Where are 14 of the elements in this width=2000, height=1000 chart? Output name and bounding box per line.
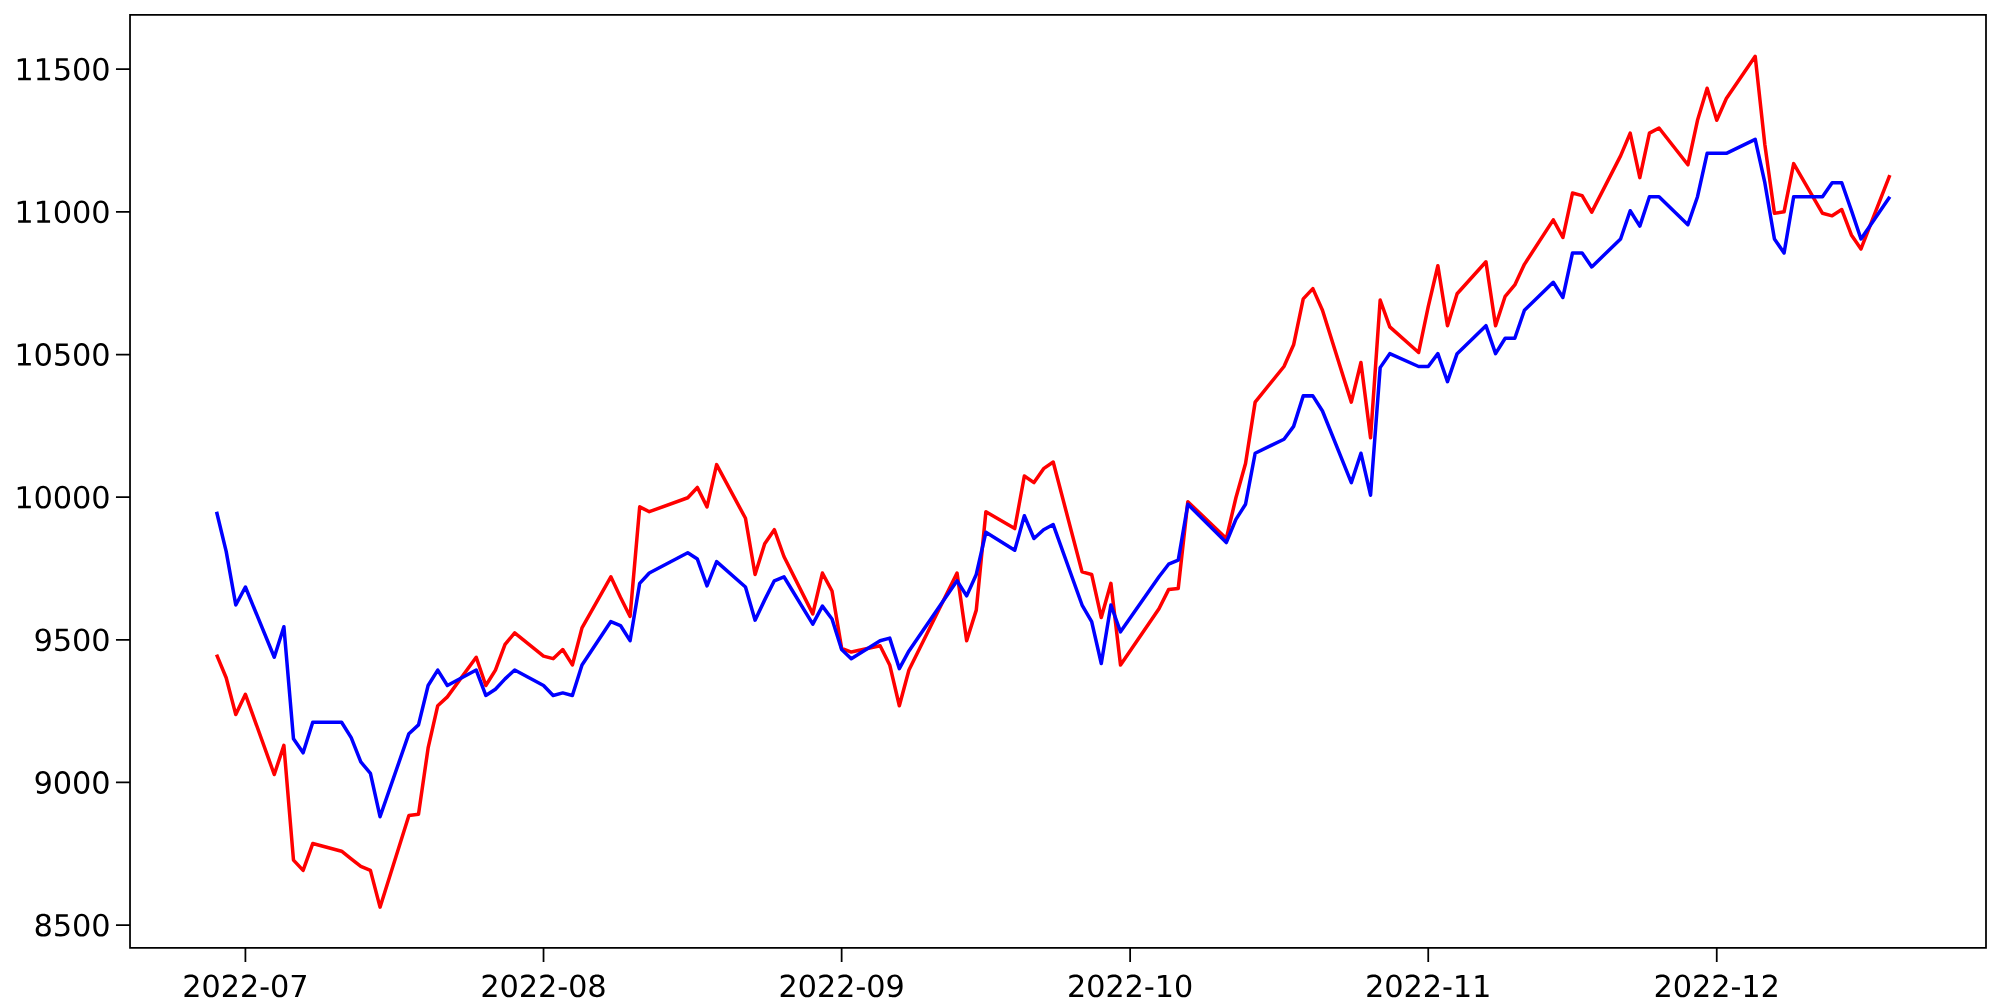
y-tick-label: 8500 (35, 913, 109, 937)
y-tick-label: 9500 (35, 628, 109, 652)
y-tick-label: 10500 (17, 343, 109, 366)
x-tick-label: 2022-10 (1069, 974, 1192, 998)
x-tick-label: 2022-09 (780, 974, 903, 998)
line-series (214, 54, 1892, 909)
y-tick-label: 10000 (17, 485, 109, 509)
y-tick-label: 9000 (35, 771, 109, 794)
x-tick-label: 2022-07 (184, 974, 306, 998)
x-tick-label: 2022-11 (1367, 974, 1489, 998)
y-tick-label: 11500 (17, 57, 109, 81)
x-tick-label: 2022-12 (1655, 974, 1777, 998)
x-tick-label: 2022-08 (482, 974, 605, 998)
y-tick-label: 11000 (17, 200, 109, 224)
